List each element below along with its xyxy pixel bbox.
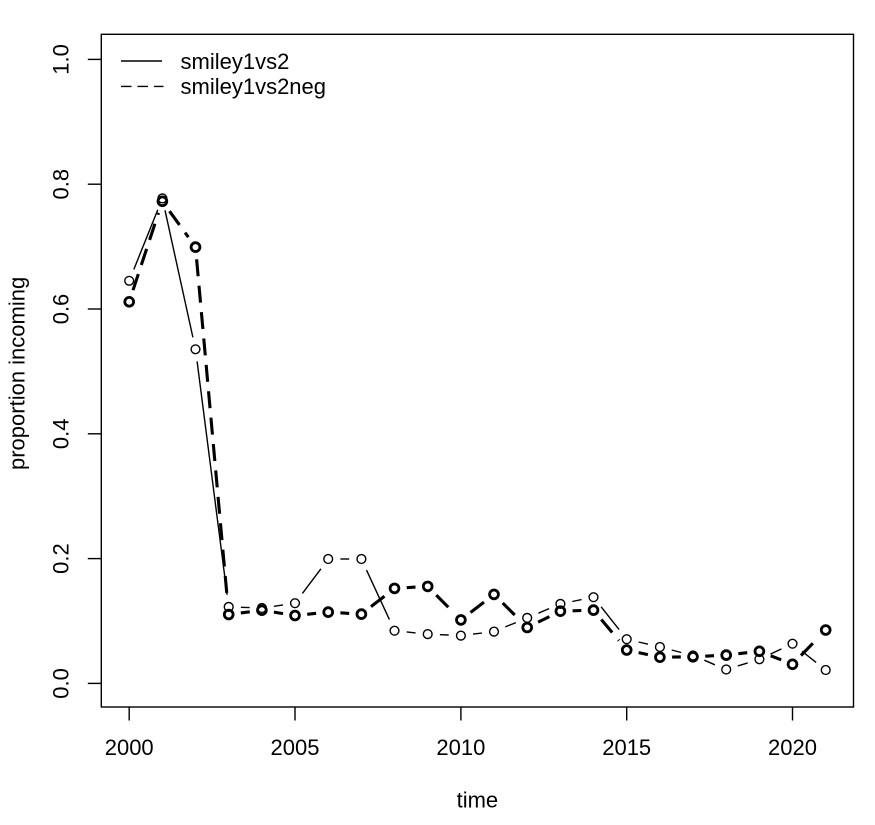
svg-text:1.0: 1.0 <box>49 44 74 75</box>
svg-text:2005: 2005 <box>271 735 320 760</box>
svg-text:0.4: 0.4 <box>49 419 74 450</box>
svg-text:2015: 2015 <box>602 735 651 760</box>
svg-text:0.6: 0.6 <box>49 294 74 325</box>
svg-text:smiley1vs2: smiley1vs2 <box>181 49 290 74</box>
svg-text:2000: 2000 <box>105 735 154 760</box>
svg-text:0.8: 0.8 <box>49 169 74 200</box>
svg-text:0.2: 0.2 <box>49 543 74 574</box>
svg-text:0.0: 0.0 <box>49 668 74 699</box>
svg-text:smiley1vs2neg: smiley1vs2neg <box>181 74 327 99</box>
svg-text:2020: 2020 <box>768 735 817 760</box>
svg-text:proportion incoming: proportion incoming <box>5 277 30 470</box>
svg-text:2010: 2010 <box>436 735 485 760</box>
svg-text:time: time <box>457 787 499 812</box>
